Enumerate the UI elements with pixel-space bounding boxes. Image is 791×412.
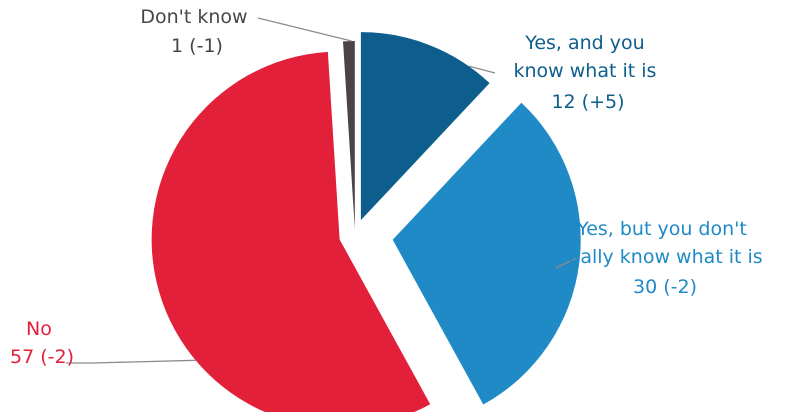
slice-yes-dont-know <box>392 102 581 405</box>
leader-yes-know <box>468 65 496 74</box>
slice-yes-know <box>360 32 490 221</box>
pie-slices <box>151 32 581 412</box>
label-yes-know: Yes, and you know what it is 12 (+5) <box>514 32 663 113</box>
label-yes-dont-know: Yes, but you don't really know what it i… <box>561 218 769 298</box>
label-no: No 57 (-2) <box>10 318 74 368</box>
leader-yes-dont-know <box>555 255 581 269</box>
leader-lines <box>66 17 581 364</box>
leader-no <box>66 359 196 364</box>
slice-dont-know <box>343 41 355 230</box>
label-dont-know: Don't know 1 (-1) <box>140 6 253 57</box>
leader-dont-know <box>257 17 352 42</box>
slice-no <box>151 51 431 412</box>
